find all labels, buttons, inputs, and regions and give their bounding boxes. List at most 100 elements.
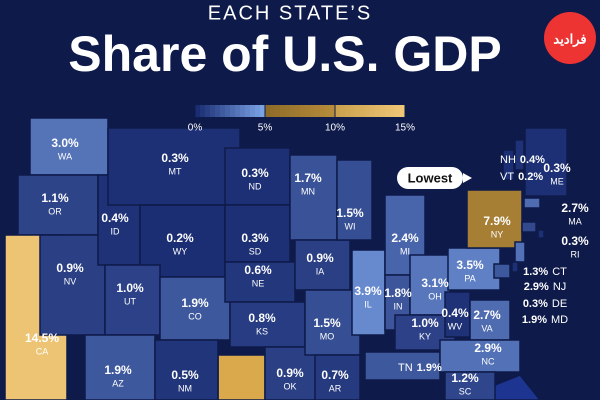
state-value: 0.3% xyxy=(523,298,548,310)
legend-swatch xyxy=(345,105,351,117)
legend-swatch xyxy=(365,105,371,117)
state-label: NH 0.4% xyxy=(500,154,545,166)
legend-swatch xyxy=(315,105,321,117)
state-value: 1.9% xyxy=(104,363,132,377)
state-value: 0.9% xyxy=(306,251,334,265)
state-value: 0.9% xyxy=(276,366,304,380)
state-value: 0.2% xyxy=(518,171,543,183)
state xyxy=(294,239,351,291)
state-code: WV xyxy=(448,321,463,331)
legend-swatch xyxy=(390,105,396,117)
callout-box xyxy=(397,167,463,189)
state-value: 2.4% xyxy=(391,231,419,245)
legend-swatch xyxy=(200,105,206,117)
legend-swatch xyxy=(290,105,296,117)
legend-swatch xyxy=(235,105,241,117)
state xyxy=(314,354,361,400)
state-value: 1.0% xyxy=(116,281,144,295)
state-value: 2.9% xyxy=(524,281,549,293)
state-code: WA xyxy=(58,151,72,161)
legend-swatch xyxy=(395,105,401,117)
state-code: DE xyxy=(552,298,567,310)
legend-swatch xyxy=(245,105,251,117)
state-value: 1.5% xyxy=(313,316,341,330)
state-code: UT xyxy=(124,296,136,306)
watermark-badge xyxy=(544,12,596,64)
state xyxy=(104,264,161,336)
state-value: 0.4% xyxy=(441,306,469,320)
labels: 3.0%WA1.1%OR14.5%CA0.9%NV0.4%ID0.3%MT0.2… xyxy=(25,136,589,396)
state xyxy=(493,263,511,279)
state-code: MA xyxy=(568,216,582,226)
state-code: OR xyxy=(48,206,62,216)
state xyxy=(444,291,471,338)
state xyxy=(264,346,321,400)
state xyxy=(469,299,511,341)
state-value: 1.7% xyxy=(294,171,322,185)
state-value: 0.3% xyxy=(241,231,269,245)
state-code: NJ xyxy=(553,281,566,293)
state-code: KS xyxy=(256,326,268,336)
state xyxy=(444,371,496,400)
legend-swatch xyxy=(400,105,406,117)
legend-swatch xyxy=(240,105,246,117)
state-code: VT xyxy=(500,171,514,183)
state-code: MI xyxy=(400,246,410,256)
legend-swatch xyxy=(285,105,291,117)
legend-swatch xyxy=(310,105,316,117)
state xyxy=(351,249,386,336)
state-code: NM xyxy=(178,383,192,393)
state-code: WI xyxy=(345,221,356,231)
state xyxy=(39,234,106,336)
state-value: 0.8% xyxy=(248,311,276,325)
state-value: 1.9% xyxy=(417,362,442,374)
legend-swatch xyxy=(205,105,211,117)
state-code: CT xyxy=(552,266,567,278)
state-code: ID xyxy=(111,226,121,236)
state xyxy=(107,127,241,206)
state-code: PA xyxy=(464,273,475,283)
state-value: 2.7% xyxy=(561,201,589,215)
kicker: EACH STATE’S xyxy=(208,2,372,24)
legend-swatch xyxy=(385,105,391,117)
state-code: VA xyxy=(481,323,492,333)
legend-swatch xyxy=(330,105,336,117)
legend-swatch xyxy=(360,105,366,117)
state-code: NE xyxy=(252,278,265,288)
state-label: VT 0.2% xyxy=(500,171,543,183)
state xyxy=(514,139,525,171)
state-code: OH xyxy=(428,291,442,301)
legend-swatch xyxy=(320,105,326,117)
state-code: NY xyxy=(491,229,504,239)
state xyxy=(289,154,338,241)
callout-text: Lowest xyxy=(408,170,453,185)
legend-tick-label: 5% xyxy=(258,123,273,134)
state-code: CO xyxy=(188,311,202,321)
states xyxy=(4,117,568,400)
legend-swatch xyxy=(370,105,376,117)
state-code: NV xyxy=(64,276,77,286)
state-label: 1.3% CT xyxy=(523,266,567,278)
state xyxy=(447,247,501,291)
state-code: ME xyxy=(550,176,564,186)
state xyxy=(537,229,545,239)
state-code: NH xyxy=(500,154,516,166)
legend-swatch xyxy=(225,105,231,117)
texas-shape xyxy=(217,354,266,400)
state-value: 1.8% xyxy=(384,286,412,300)
state-value: 3.1% xyxy=(421,276,449,290)
legend-tick-label: 10% xyxy=(325,123,345,134)
state xyxy=(524,127,568,197)
state-value: 1.3% xyxy=(523,266,548,278)
state-value: 2.9% xyxy=(474,341,502,355)
state-value: 0.6% xyxy=(244,263,272,277)
state-code: SC xyxy=(459,386,472,396)
state-code: MO xyxy=(320,331,335,341)
state-value: 0.3% xyxy=(561,234,589,248)
state-value: 0.3% xyxy=(543,161,571,175)
state-value: 1.5% xyxy=(336,206,364,220)
legend-swatch xyxy=(280,105,286,117)
state-value: 7.9% xyxy=(483,214,511,228)
